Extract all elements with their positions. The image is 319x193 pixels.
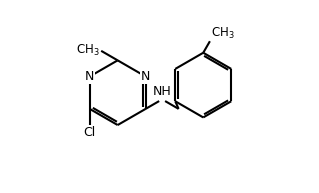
Text: N: N xyxy=(85,70,94,83)
Text: N: N xyxy=(141,70,150,83)
Text: NH: NH xyxy=(153,85,172,98)
Text: Cl: Cl xyxy=(84,126,96,139)
Text: CH$_3$: CH$_3$ xyxy=(211,25,234,41)
Text: CH$_3$: CH$_3$ xyxy=(76,43,100,58)
